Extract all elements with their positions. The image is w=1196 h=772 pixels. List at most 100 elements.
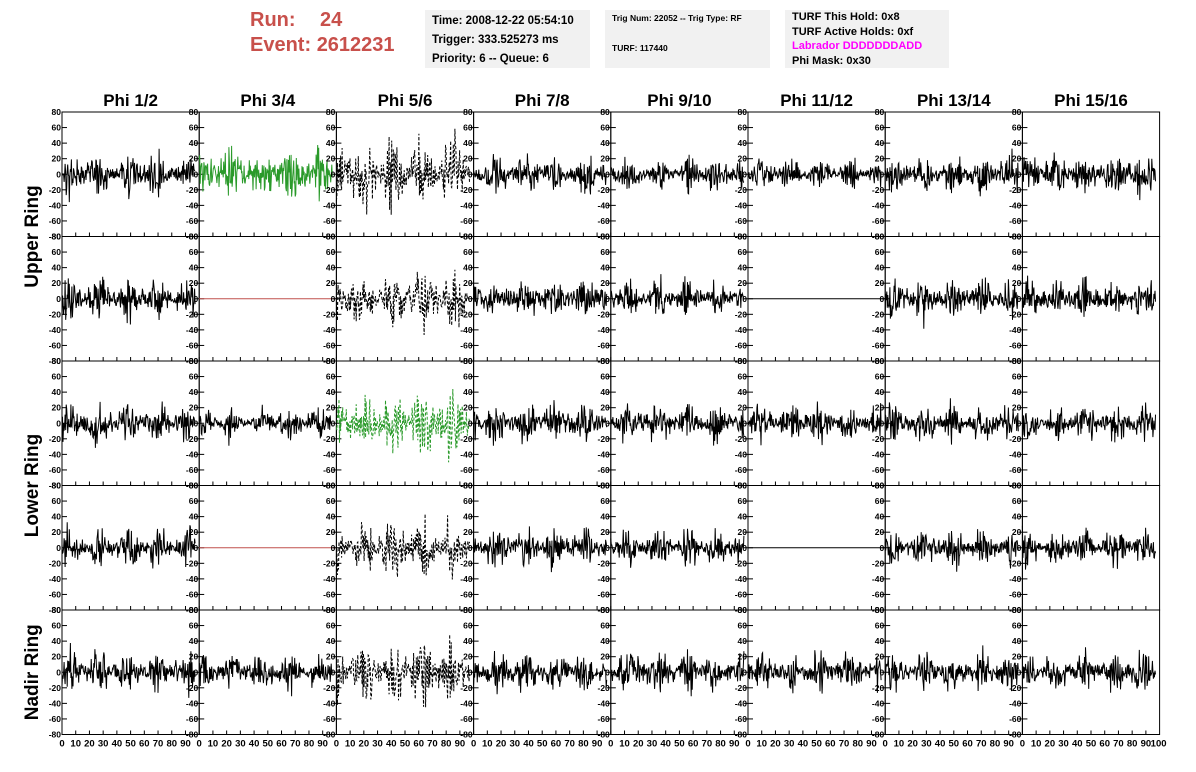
event-label: Event:	[250, 34, 312, 56]
waveform-r5-c4	[473, 650, 608, 695]
ytick-label-r3-c3: -40	[323, 449, 336, 459]
ytick-label-r1-c1: 0	[56, 169, 61, 179]
xtick-label-c4: 20	[496, 739, 507, 750]
ytick-label-r3-c6: 20	[738, 403, 748, 413]
time-info-panel: Time: 2008-12-22 05:54:10 Trigger: 333.5…	[425, 10, 590, 68]
ytick-label-r2-c4: 0	[468, 294, 473, 304]
ytick-label-r5-c2: 40	[189, 636, 199, 646]
waveform-r5-c6	[747, 650, 882, 694]
ytick-label-r2-c1: -40	[49, 325, 62, 335]
xtick-label-c8: 90	[1141, 739, 1152, 750]
ytick-label-r1-c7: -60	[872, 216, 885, 226]
ytick-label-r1-c3: 80	[326, 107, 336, 117]
ytick-label-r1-c1: -80	[49, 232, 62, 242]
xtick-label-c7: 80	[990, 739, 1001, 750]
waveform-r3-c1	[61, 401, 196, 448]
ytick-label-r3-c1: 0	[56, 418, 61, 428]
ytick-label-r4-c3: -60	[323, 589, 336, 599]
ytick-label-r1-c6: 80	[738, 107, 748, 117]
ytick-label-r3-c7: 60	[875, 372, 885, 382]
ytick-label-r3-c7: -20	[872, 434, 885, 444]
ytick-label-r5-c8: 80	[1012, 605, 1022, 615]
waveform-r5-c2	[198, 653, 333, 697]
ytick-label-r1-c2: -60	[186, 216, 199, 226]
ytick-label-r2-c6: 0	[742, 294, 747, 304]
ytick-label-r3-c2: 20	[189, 403, 199, 413]
waveform-r5-c1	[61, 642, 196, 698]
ytick-label-r3-c3: -60	[323, 465, 336, 475]
ytick-label-r3-c3: 0	[331, 418, 336, 428]
ytick-label-r4-c1: 20	[52, 527, 62, 537]
ytick-label-r5-c8: -60	[1009, 714, 1022, 724]
turf-text: TURF: 117440	[612, 43, 668, 53]
ytick-label-r4-c5: -20	[598, 558, 611, 568]
xtick-label-c2: 10	[208, 739, 219, 750]
ytick-label-r4-c8: -20	[1009, 558, 1022, 568]
ytick-label-r1-c2: 20	[189, 154, 199, 164]
ytick-label-r4-c2: -40	[186, 574, 199, 584]
waveform-r1-c1	[61, 148, 196, 203]
xtick-label-c3: 70	[427, 739, 438, 750]
ytick-label-r5-c7: 60	[875, 621, 885, 631]
ytick-label-r4-c3: -40	[323, 574, 336, 584]
ytick-label-r4-c5: 80	[600, 481, 610, 491]
ytick-label-r1-c8: 0	[1017, 169, 1022, 179]
xtick-label-c4: 0	[471, 739, 476, 750]
ytick-label-r5-c4: 60	[463, 621, 473, 631]
ytick-label-r5-c6: 60	[738, 621, 748, 631]
xtick-label-c6: 20	[770, 739, 781, 750]
ytick-label-r5-c7: -40	[872, 698, 885, 708]
ytick-label-r2-c2: 80	[189, 232, 199, 242]
ytick-label-r3-c2: -40	[186, 449, 199, 459]
ytick-label-r5-c8: 60	[1012, 621, 1022, 631]
ytick-label-r4-c8: 0	[1017, 543, 1022, 553]
ytick-label-r4-c6: 40	[738, 512, 748, 522]
ytick-label-r1-c2: -20	[186, 185, 199, 195]
xtick-label-c2: 60	[276, 739, 287, 750]
ytick-label-r2-c7: -40	[872, 325, 885, 335]
ytick-label-r5-c1: 60	[52, 621, 62, 631]
xtick-label-c8: 20	[1045, 739, 1056, 750]
ytick-label-r5-c7: 80	[875, 605, 885, 615]
xtick-label-c1: 60	[139, 739, 150, 750]
ytick-label-r4-c6: 60	[738, 496, 748, 506]
xtick-label-c1: 50	[125, 739, 136, 750]
ytick-label-r3-c6: 80	[738, 356, 748, 366]
xtick-label-c4: 30	[509, 739, 520, 750]
ytick-label-r5-c5: -60	[598, 714, 611, 724]
ytick-label-r5-c5: -80	[598, 730, 611, 740]
xtick-label-c6: 60	[825, 739, 836, 750]
ytick-label-r3-c6: 60	[738, 372, 748, 382]
ytick-label-r2-c1: -80	[49, 356, 62, 366]
ytick-label-r2-c5: -20	[598, 309, 611, 319]
ytick-label-r4-c5: 20	[600, 527, 610, 537]
xtick-label-c3: 30	[372, 739, 383, 750]
xtick-label-c6: 40	[798, 739, 809, 750]
ytick-label-r3-c7: 20	[875, 403, 885, 413]
run-label: Run:	[250, 9, 296, 31]
ytick-label-r3-c5: 20	[600, 403, 610, 413]
ytick-label-r3-c4: -40	[460, 449, 473, 459]
ytick-label-r4-c8: 20	[1012, 527, 1022, 537]
ytick-label-r1-c1: 40	[52, 138, 62, 148]
ytick-label-r1-c7: 0	[879, 169, 884, 179]
waveform-r4-c4	[473, 526, 608, 573]
ytick-label-r4-c2: -20	[186, 558, 199, 568]
ytick-label-r1-c3: -20	[323, 185, 336, 195]
ytick-label-r2-c6: -60	[735, 340, 748, 350]
ytick-label-r3-c1: -40	[49, 449, 62, 459]
waveform-r4-c5	[610, 528, 745, 568]
ytick-label-r3-c6: 40	[738, 387, 748, 397]
xtick-label-c8: 50	[1086, 739, 1097, 750]
ytick-label-r1-c6: 0	[742, 169, 747, 179]
ytick-label-r5-c3: 0	[331, 667, 336, 677]
ytick-label-r5-c4: 20	[463, 652, 473, 662]
ytick-label-r5-c2: 80	[189, 605, 199, 615]
trig-num-text: Trig Num: 22052 -- Trig Type: RF	[612, 13, 742, 23]
ytick-label-r4-c2: -60	[186, 589, 199, 599]
ytick-label-r2-c1: 80	[52, 232, 62, 242]
xtick-label-c5: 70	[702, 739, 713, 750]
waveform-r2-c7	[884, 277, 1019, 329]
ytick-label-r3-c8: -60	[1009, 465, 1022, 475]
ytick-label-r2-c6: -20	[735, 309, 748, 319]
